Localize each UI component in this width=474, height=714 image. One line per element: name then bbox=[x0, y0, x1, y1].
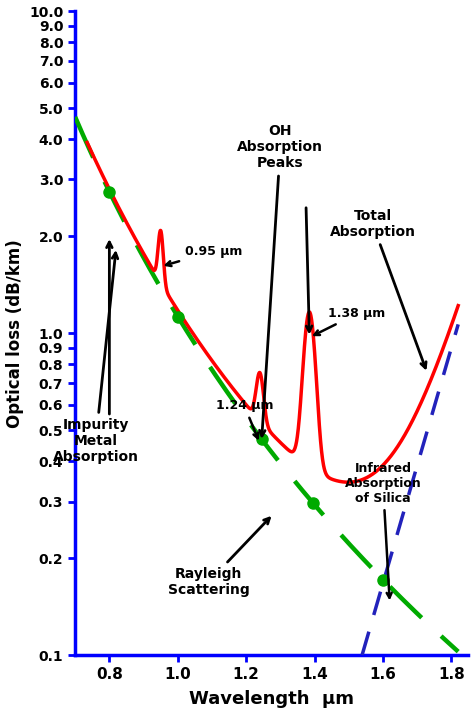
Text: 1.24 μm: 1.24 μm bbox=[216, 399, 273, 438]
Text: 1.38 μm: 1.38 μm bbox=[314, 307, 385, 335]
Text: Impurity
Metal
Absorption: Impurity Metal Absorption bbox=[53, 253, 139, 464]
Text: 0.95 μm: 0.95 μm bbox=[166, 245, 242, 266]
Y-axis label: Optical loss (dB/km): Optical loss (dB/km) bbox=[6, 238, 24, 428]
Text: Infrared
Absorption
of Silica: Infrared Absorption of Silica bbox=[345, 462, 421, 598]
Text: Total
Absorption: Total Absorption bbox=[330, 209, 426, 368]
Text: Rayleigh
Scattering: Rayleigh Scattering bbox=[168, 518, 269, 597]
Text: OH
Absorption
Peaks: OH Absorption Peaks bbox=[237, 124, 323, 436]
X-axis label: Wavelength  μm: Wavelength μm bbox=[189, 690, 354, 708]
